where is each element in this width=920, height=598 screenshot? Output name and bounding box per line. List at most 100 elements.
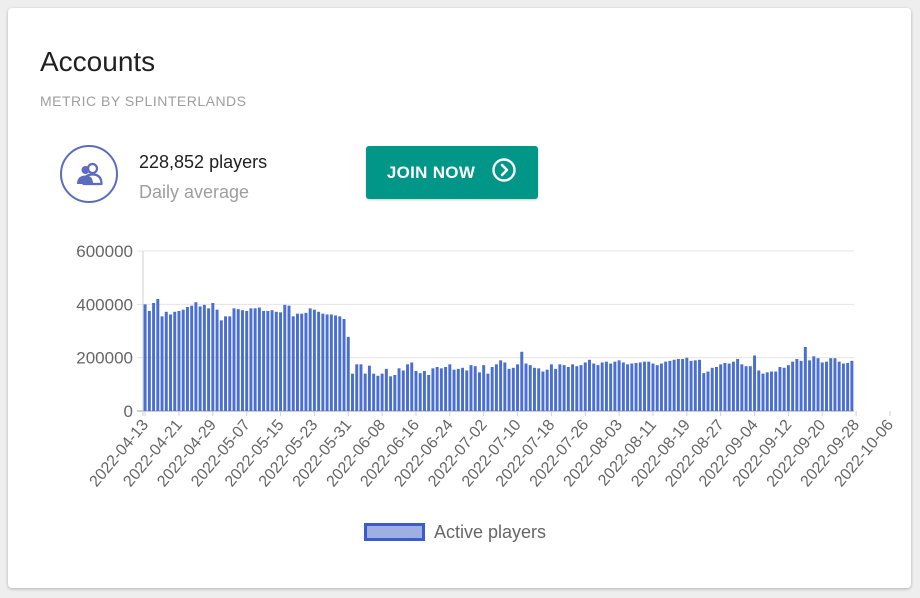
bar bbox=[566, 367, 570, 411]
bar bbox=[439, 368, 443, 411]
bar bbox=[719, 364, 723, 411]
bar bbox=[270, 310, 274, 411]
bar bbox=[651, 363, 655, 411]
bar bbox=[304, 312, 308, 411]
bar bbox=[185, 307, 189, 411]
bar bbox=[351, 373, 354, 411]
legend-label: Active players bbox=[434, 521, 547, 542]
bar bbox=[812, 356, 816, 411]
bar bbox=[562, 365, 566, 411]
bar bbox=[668, 360, 672, 411]
bar bbox=[774, 371, 778, 411]
bar bbox=[266, 311, 270, 411]
bar bbox=[554, 368, 558, 411]
bar bbox=[427, 375, 431, 411]
bar bbox=[422, 371, 426, 411]
bar bbox=[173, 311, 177, 411]
join-now-button[interactable]: JOIN NOW bbox=[366, 146, 538, 199]
bar bbox=[384, 368, 388, 411]
bar bbox=[761, 373, 765, 411]
bar bbox=[190, 305, 194, 411]
bar bbox=[685, 357, 689, 411]
bar bbox=[630, 363, 634, 411]
bar bbox=[160, 316, 164, 411]
bar bbox=[300, 313, 304, 411]
daily-average-value: 228,852 players bbox=[139, 152, 268, 172]
bar bbox=[841, 363, 845, 411]
bar bbox=[215, 309, 219, 411]
bar bbox=[224, 316, 228, 411]
bar bbox=[211, 303, 215, 411]
bar bbox=[816, 358, 820, 411]
bar bbox=[545, 369, 549, 411]
bar bbox=[588, 359, 591, 411]
bar bbox=[689, 360, 693, 411]
bar bbox=[825, 361, 828, 411]
bar bbox=[249, 308, 253, 411]
bar bbox=[846, 363, 850, 411]
bar bbox=[473, 366, 477, 411]
bar bbox=[511, 367, 515, 411]
bar bbox=[338, 316, 342, 411]
bar bbox=[659, 363, 663, 411]
people-icon bbox=[60, 145, 118, 203]
bar bbox=[520, 351, 524, 411]
bar bbox=[152, 303, 156, 411]
bar bbox=[571, 364, 575, 411]
bar bbox=[693, 360, 697, 411]
bar bbox=[609, 363, 613, 411]
bar bbox=[499, 360, 503, 411]
bar bbox=[714, 367, 718, 411]
bar bbox=[274, 311, 278, 411]
bar bbox=[744, 366, 748, 411]
bar bbox=[262, 311, 266, 411]
bar bbox=[600, 362, 604, 411]
bar bbox=[342, 319, 346, 411]
bar bbox=[524, 363, 528, 411]
bar bbox=[799, 360, 803, 411]
bar bbox=[207, 308, 211, 411]
y-tick-label: 200000 bbox=[76, 349, 133, 368]
bar bbox=[477, 372, 481, 411]
bar bbox=[490, 367, 494, 411]
bar bbox=[795, 359, 799, 411]
bar bbox=[702, 373, 706, 411]
bar bbox=[731, 361, 735, 411]
bar bbox=[367, 365, 371, 411]
bar bbox=[355, 364, 359, 411]
bar bbox=[549, 364, 553, 411]
bar bbox=[177, 311, 181, 411]
bar bbox=[494, 364, 498, 411]
bar bbox=[655, 365, 659, 411]
bar bbox=[389, 376, 393, 411]
accounts-card: Accounts METRIC BY SPLINTERLANDS 228,852… bbox=[8, 8, 911, 588]
bar bbox=[219, 320, 223, 411]
legend-swatch[interactable] bbox=[364, 523, 425, 541]
bar bbox=[820, 362, 824, 411]
bar bbox=[575, 366, 579, 411]
bar bbox=[516, 364, 520, 411]
bar bbox=[393, 375, 397, 411]
bar bbox=[397, 368, 401, 411]
bar bbox=[643, 361, 646, 411]
bar bbox=[579, 365, 583, 411]
bar bbox=[833, 358, 837, 411]
bar bbox=[558, 364, 562, 411]
active-players-chart: 02000004000006000002022-04-132022-04-212… bbox=[76, 242, 897, 490]
bar bbox=[503, 362, 507, 411]
bar bbox=[791, 361, 795, 411]
bar bbox=[418, 373, 422, 411]
bar bbox=[287, 305, 291, 411]
bar bbox=[778, 367, 782, 411]
bar bbox=[363, 373, 367, 411]
bar bbox=[232, 308, 236, 411]
bar bbox=[482, 365, 486, 411]
bar bbox=[465, 370, 469, 411]
bar bbox=[295, 313, 299, 411]
bar bbox=[727, 363, 731, 411]
bar bbox=[486, 373, 490, 411]
bar bbox=[236, 309, 240, 411]
card-title: Accounts bbox=[40, 46, 156, 77]
bar bbox=[376, 375, 380, 411]
chevron-right-circle-icon bbox=[491, 157, 517, 188]
